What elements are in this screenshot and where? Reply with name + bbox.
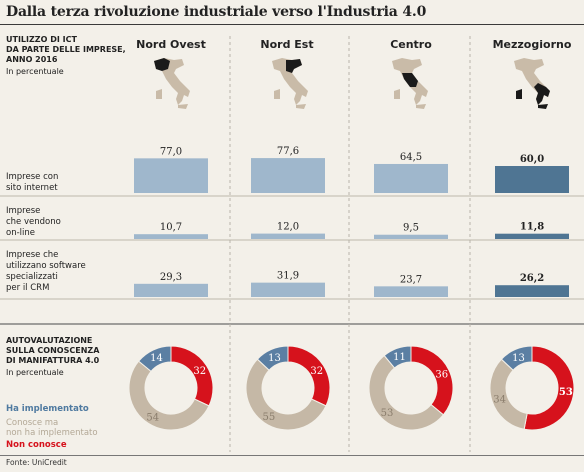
- italy-map-centro-icon: [392, 58, 428, 109]
- page-title: Dalla terza rivoluzione industriale vers…: [6, 4, 427, 20]
- bar-label-nord-ovest-0: 77,0: [160, 146, 182, 157]
- bar-nord-ovest-2: [134, 283, 208, 297]
- donut-label-mezzogiorno-unaware: 53: [559, 387, 573, 398]
- bar-label-nord-est-1: 12,0: [277, 222, 299, 233]
- donut-slice-nord-ovest-unaware: [170, 345, 214, 407]
- row-label-line: Imprese che: [6, 250, 59, 260]
- bar-centro-1: [374, 234, 448, 239]
- legend-implemented: Ha implementato: [6, 404, 89, 414]
- row-label-vendita-online: Imprese che vendono on-line: [6, 206, 101, 239]
- legend-aware-line: Conosce ma: [6, 418, 59, 428]
- bar-nord-est-0: [251, 158, 325, 193]
- donut-label-nord-est-implemented: 13: [268, 353, 281, 364]
- donut-label-nord-ovest-aware: 54: [146, 413, 159, 424]
- knowledge-section-title: AUTOVALUTAZIONE SULLA CONOSCENZA DI MANI…: [6, 336, 99, 366]
- ict-title-line: UTILIZZO DI ICT: [6, 35, 77, 44]
- column-header-centro: Centro: [390, 38, 432, 51]
- italy-map-nord-est-icon: [272, 58, 308, 109]
- donut-slice-mezzogiorno-unaware: [523, 345, 575, 431]
- bar-label-nord-est-2: 31,9: [277, 271, 299, 282]
- bar-nord-est-1: [251, 233, 325, 239]
- donut-slice-nord-est-aware: [245, 358, 327, 431]
- italy-map-mezzogiorno-icon: [514, 58, 550, 109]
- row-label-line: specializzati: [6, 272, 58, 282]
- bar-centro-0: [374, 163, 448, 193]
- row-label-line: Imprese con: [6, 172, 59, 182]
- donut-slice-nord-est-unaware: [287, 345, 331, 407]
- bar-mezzogiorno-1: [495, 233, 569, 239]
- bar-nord-est-2: [251, 282, 325, 297]
- column-header-nord-est: Nord Est: [260, 38, 314, 51]
- donut-label-nord-ovest-implemented: 14: [150, 353, 163, 364]
- donut-label-nord-est-aware: 55: [263, 412, 276, 423]
- donut-label-nord-ovest-unaware: 32: [193, 366, 206, 377]
- bar-label-mezzogiorno-1: 11,8: [520, 222, 544, 233]
- column-header-nord-ovest: Nord Ovest: [136, 38, 206, 51]
- donut-slice-nord-ovest-aware: [128, 360, 210, 431]
- legend-unaware: Non conosce: [6, 440, 67, 450]
- row-label-line: utilizzano software: [6, 261, 86, 271]
- donut-label-nord-est-unaware: 32: [310, 366, 323, 377]
- bar-label-centro-1: 9,5: [403, 223, 419, 234]
- donut-label-centro-aware: 53: [381, 408, 394, 419]
- bar-nord-ovest-1: [134, 234, 208, 239]
- source-note: Fonte: UniCredit: [6, 458, 67, 467]
- title-rule: [0, 24, 584, 25]
- italy-map-nord-ovest-icon: [154, 58, 190, 109]
- legend-aware: Conosce ma non ha implementato: [6, 418, 98, 438]
- donut-label-centro-unaware: 36: [435, 370, 448, 381]
- ict-title-line: ANNO 2016: [6, 55, 58, 64]
- bar-label-mezzogiorno-0: 60,0: [520, 154, 544, 165]
- knowledge-title-line: SULLA CONOSCENZA: [6, 346, 100, 355]
- bar-mezzogiorno-0: [495, 166, 569, 193]
- row-label-line: Imprese: [6, 206, 41, 216]
- row-label-line: che vendono: [6, 217, 61, 227]
- row-label-line: sito internet: [6, 183, 58, 193]
- donut-slice-mezzogiorno-aware: [489, 358, 528, 430]
- donut-label-mezzogiorno-aware: 34: [493, 395, 506, 406]
- ict-section-subtitle: In percentuale: [6, 67, 64, 76]
- knowledge-section-subtitle: In percentuale: [6, 368, 64, 377]
- donut-label-centro-implemented: 11: [393, 352, 406, 363]
- bar-label-nord-ovest-2: 29,3: [160, 272, 182, 283]
- bar-label-nord-ovest-1: 10,7: [160, 222, 182, 233]
- bar-label-nord-est-0: 77,6: [277, 146, 299, 157]
- row-label-line: per il CRM: [6, 283, 50, 293]
- ict-section-title: UTILIZZO DI ICT DA PARTE DELLE IMPRESE, …: [6, 35, 126, 65]
- bar-centro-2: [374, 286, 448, 297]
- source-rule: [0, 455, 584, 456]
- knowledge-title-line: AUTOVALUTAZIONE: [6, 336, 93, 345]
- legend-aware-line: non ha implementato: [6, 428, 98, 438]
- ict-title-line: DA PARTE DELLE IMPRESE,: [6, 45, 126, 54]
- bar-nord-ovest-0: [134, 158, 208, 193]
- bar-mezzogiorno-2: [495, 285, 569, 297]
- row-label-line: on-line: [6, 228, 35, 238]
- donut-label-mezzogiorno-implemented: 13: [512, 353, 525, 364]
- bar-label-mezzogiorno-2: 26,2: [520, 273, 544, 284]
- bar-label-centro-0: 64,5: [400, 152, 422, 163]
- row-label-sito-internet: Imprese con sito internet: [6, 172, 101, 194]
- knowledge-title-line: DI MANIFATTURA 4.0: [6, 356, 100, 365]
- column-header-mezzogiorno: Mezzogiorno: [492, 38, 572, 51]
- bar-label-centro-2: 23,7: [400, 274, 422, 285]
- donut-slice-centro-aware: [368, 354, 445, 431]
- row-label-crm: Imprese che utilizzano software speciali…: [6, 250, 101, 294]
